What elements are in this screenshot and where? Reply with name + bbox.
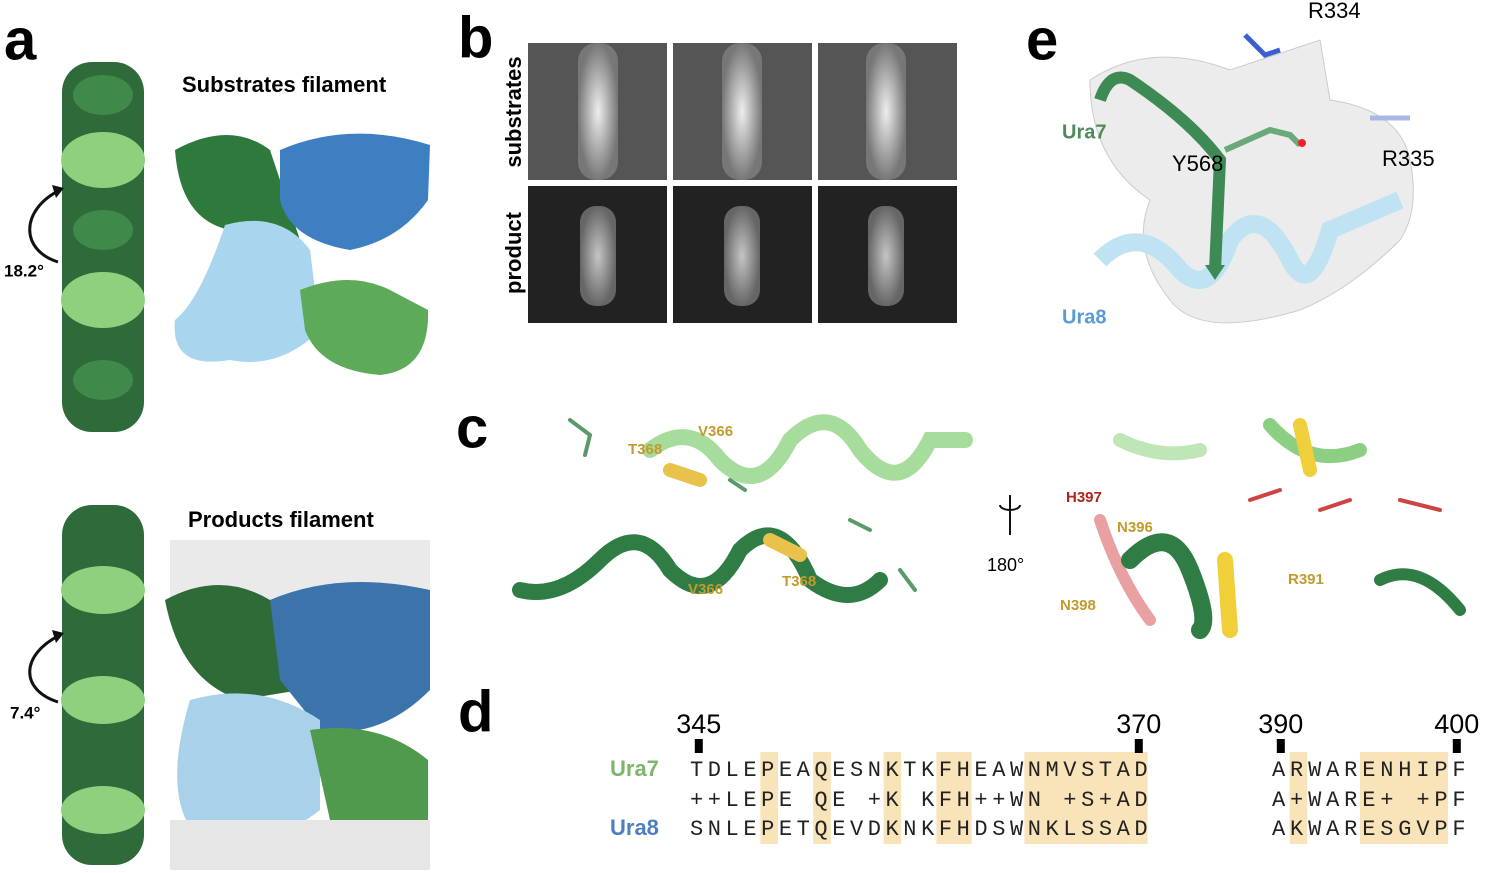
panel-label: e <box>1026 7 1058 72</box>
residue-label: T368 <box>782 573 816 590</box>
tick-mark <box>1452 739 1461 753</box>
rotation-arrow <box>28 188 61 264</box>
residue-label: Y568 <box>1172 151 1223 176</box>
identity-shade <box>883 752 902 844</box>
residue-label: V366 <box>688 581 723 598</box>
residue-label: R334 <box>1308 0 1361 23</box>
product-map <box>165 540 430 870</box>
sequence-name: Ura8 <box>610 815 659 840</box>
filament-top <box>61 62 145 432</box>
filament-bottom <box>61 505 145 865</box>
structure-left <box>512 414 973 603</box>
sequence-row: AKWARESGVPF <box>1272 817 1466 842</box>
panel-d: d Ura7 Ura8 TDLEPEAQESNKTKFHEAWNMVSTAD++… <box>458 679 1479 844</box>
panel-e: e R334 Y568 R335 Ura7 Ura8 <box>1026 0 1435 328</box>
sequence-row: A+WARE+ +PF <box>1272 788 1466 813</box>
identity-shade <box>760 752 778 844</box>
tick-label: 400 <box>1434 709 1479 739</box>
residue-label: N398 <box>1060 597 1096 614</box>
identity-shade <box>936 752 972 844</box>
rotation-icon <box>999 495 1021 535</box>
panel-a: a 18.2° Substrates filament 7.4° Pro <box>4 7 430 870</box>
identity-shade <box>1024 752 1060 844</box>
row-label: substrates <box>501 56 526 167</box>
sequence-row: ARWARENHIPF <box>1272 758 1466 783</box>
class-averages <box>528 43 957 323</box>
row-label: product <box>501 211 526 294</box>
residue-label: R391 <box>1288 571 1324 588</box>
sequence-name: Ura7 <box>610 756 659 781</box>
panel-title: Substrates filament <box>182 72 387 97</box>
angle-label: 18.2° <box>4 261 44 280</box>
panel-title: Products filament <box>188 507 374 532</box>
panel-label: b <box>458 5 493 70</box>
panel-c: c T368 V366 V366 T368 180° H397 N396 N39… <box>456 395 1466 639</box>
tick-label: 345 <box>676 709 721 739</box>
chain-label: Ura7 <box>1062 121 1106 143</box>
identity-shade <box>1360 752 1448 844</box>
tick-label: 390 <box>1258 709 1303 739</box>
tick-mark <box>1276 739 1285 753</box>
rotation-label: 180° <box>987 555 1024 575</box>
loop <box>1094 71 1227 271</box>
panel-label: c <box>456 395 488 460</box>
rotation-arrow <box>28 633 61 704</box>
panel-label: d <box>458 679 493 744</box>
identity-shade <box>1289 752 1308 844</box>
chain-label: Ura8 <box>1062 306 1106 328</box>
panel-b: b substrates product <box>458 5 957 323</box>
identity-shade <box>813 752 831 844</box>
tick-mark <box>694 739 703 753</box>
substrate-map <box>174 133 430 375</box>
residue-label: T368 <box>628 441 662 458</box>
identity-shade <box>1059 752 1148 844</box>
structure-right <box>1094 418 1466 639</box>
residue-label: N396 <box>1117 519 1153 536</box>
angle-label: 7.4° <box>10 703 41 722</box>
residue-label: H397 <box>1066 489 1102 506</box>
residue-label: R335 <box>1382 146 1435 171</box>
tick-mark <box>1134 739 1143 753</box>
tick-label: 370 <box>1116 709 1161 739</box>
residue-label: V366 <box>698 423 733 440</box>
panel-label: a <box>4 7 37 72</box>
helix <box>1093 191 1404 289</box>
